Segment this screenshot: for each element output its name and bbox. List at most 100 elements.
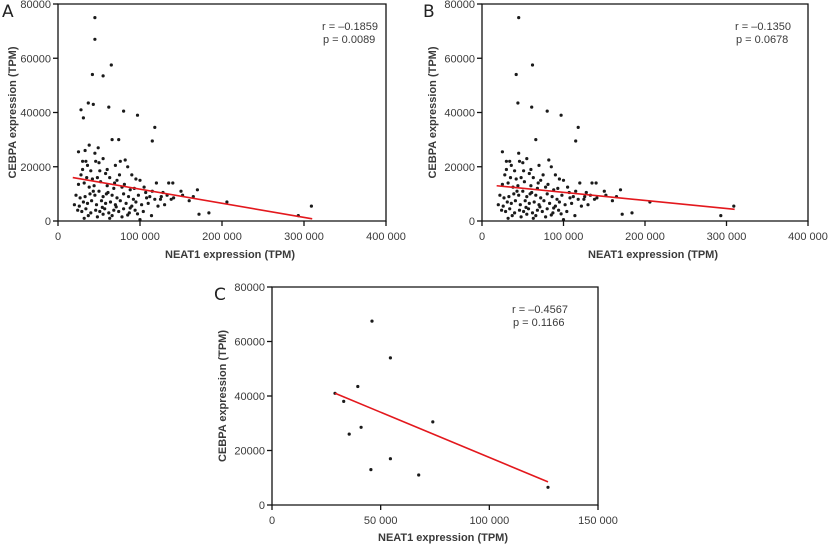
- data-point-b-34: [578, 181, 582, 185]
- data-point-a-52: [112, 186, 116, 190]
- data-point-b-109: [719, 214, 723, 218]
- data-point-a-138: [114, 205, 118, 209]
- points-b: [496, 16, 736, 222]
- data-point-a-16: [87, 143, 91, 147]
- data-point-a-86: [90, 199, 94, 203]
- data-point-b-50: [602, 189, 606, 193]
- data-point-b-65: [560, 193, 564, 197]
- data-point-b-76: [505, 200, 509, 204]
- data-point-c-10: [417, 473, 421, 477]
- data-point-c-1: [388, 356, 392, 360]
- data-point-b-117: [534, 214, 538, 218]
- data-point-a-42: [154, 181, 158, 185]
- points-a: [72, 16, 313, 222]
- data-point-b-30: [519, 176, 523, 180]
- data-point-a-97: [146, 201, 150, 205]
- data-point-b-89: [570, 201, 574, 205]
- data-point-a-69: [115, 196, 119, 200]
- data-point-b-17: [547, 158, 551, 162]
- data-point-b-37: [618, 188, 623, 192]
- data-point-b-92: [500, 208, 504, 212]
- data-point-a-112: [133, 208, 137, 212]
- data-point-b-11: [517, 151, 521, 155]
- panel-letter-b: B: [423, 2, 435, 22]
- data-point-a-93: [124, 201, 128, 205]
- stat-p-a: p = 0.0089: [323, 34, 375, 46]
- data-point-a-103: [89, 211, 93, 215]
- data-point-a-10: [135, 113, 140, 117]
- data-point-b-113: [544, 215, 548, 219]
- data-point-b-100: [535, 208, 540, 212]
- data-point-a-128: [104, 192, 108, 196]
- data-point-b-132: [559, 212, 563, 216]
- y-tick-label-c-3: 60000: [234, 337, 265, 349]
- y-tick-label-b-3: 60000: [444, 53, 475, 65]
- data-point-a-49: [92, 184, 96, 188]
- data-point-b-41: [516, 184, 520, 188]
- data-point-b-85: [548, 201, 552, 205]
- data-point-c-4: [342, 399, 346, 403]
- data-point-a-96: [140, 203, 144, 207]
- data-point-b-8: [574, 139, 578, 143]
- data-point-c-11: [546, 485, 550, 489]
- data-point-b-38: [500, 182, 504, 186]
- data-point-a-90: [108, 200, 113, 204]
- data-point-c-8: [388, 457, 392, 461]
- data-point-a-114: [149, 214, 154, 218]
- data-point-b-35: [590, 181, 594, 185]
- x-ticks-b: 0 100 000 200 000 300 000 400 000: [479, 221, 828, 243]
- data-point-b-39: [506, 181, 510, 185]
- y-ticks-a: 0 20000 40000 60000 80000: [20, 0, 58, 228]
- data-point-a-38: [95, 176, 99, 180]
- data-point-a-0: [93, 16, 97, 20]
- data-point-b-101: [540, 209, 544, 214]
- data-point-c-6: [359, 425, 363, 429]
- data-point-a-51: [105, 184, 109, 188]
- data-point-a-82: [72, 203, 76, 207]
- y-axis-title-c: CEBPA expression (TPM): [217, 330, 229, 462]
- data-point-a-100: [76, 208, 80, 212]
- data-point-a-47: [82, 181, 86, 185]
- data-point-a-106: [103, 207, 107, 211]
- x-tick-label-b-0: 0: [479, 231, 485, 243]
- data-point-a-134: [159, 195, 163, 199]
- data-point-b-45: [544, 185, 548, 189]
- data-point-b-129: [524, 205, 528, 209]
- x-tick-label-b-3: 300 000: [707, 231, 747, 243]
- data-point-b-77: [509, 201, 513, 205]
- stat-r-c: r = –0.4567: [512, 304, 568, 316]
- data-point-a-140: [135, 212, 140, 216]
- data-point-b-81: [527, 201, 531, 205]
- y-tick-label-b-0: 0: [469, 216, 475, 228]
- data-point-a-135: [172, 196, 176, 200]
- data-point-b-97: [522, 209, 526, 214]
- data-point-a-105: [98, 209, 102, 214]
- data-point-a-139: [128, 206, 132, 210]
- data-point-a-132: [144, 190, 148, 195]
- data-point-b-66: [568, 196, 572, 200]
- data-point-c-9: [369, 468, 373, 472]
- data-point-b-64: [555, 197, 559, 201]
- data-point-a-81: [309, 204, 313, 208]
- panel-a: A 0 20000 40000 60000 80000 0 100 000 200 000 3…: [2, 0, 406, 261]
- data-point-a-8: [107, 105, 111, 109]
- data-point-b-106: [573, 214, 577, 218]
- data-point-b-7: [576, 125, 580, 129]
- y-tick-label-c-2: 40000: [234, 391, 265, 403]
- data-point-a-58: [179, 189, 183, 193]
- x-tick-label-a-2: 200 000: [202, 231, 242, 243]
- data-point-a-59: [191, 195, 195, 199]
- data-point-a-25: [123, 158, 127, 162]
- x-tick-label-a-3: 300 000: [284, 231, 324, 243]
- y-tick-label-a-0: 0: [45, 216, 51, 228]
- data-point-a-84: [81, 200, 85, 204]
- data-point-b-13: [508, 159, 512, 163]
- data-point-a-126: [126, 213, 130, 217]
- data-point-b-15: [521, 161, 525, 165]
- y-tick-label-c-4: 80000: [234, 282, 265, 294]
- data-point-b-58: [525, 195, 529, 199]
- data-point-a-48: [87, 185, 91, 189]
- data-point-a-7: [79, 108, 83, 112]
- data-point-a-46: [76, 182, 81, 186]
- data-point-b-20: [504, 167, 508, 172]
